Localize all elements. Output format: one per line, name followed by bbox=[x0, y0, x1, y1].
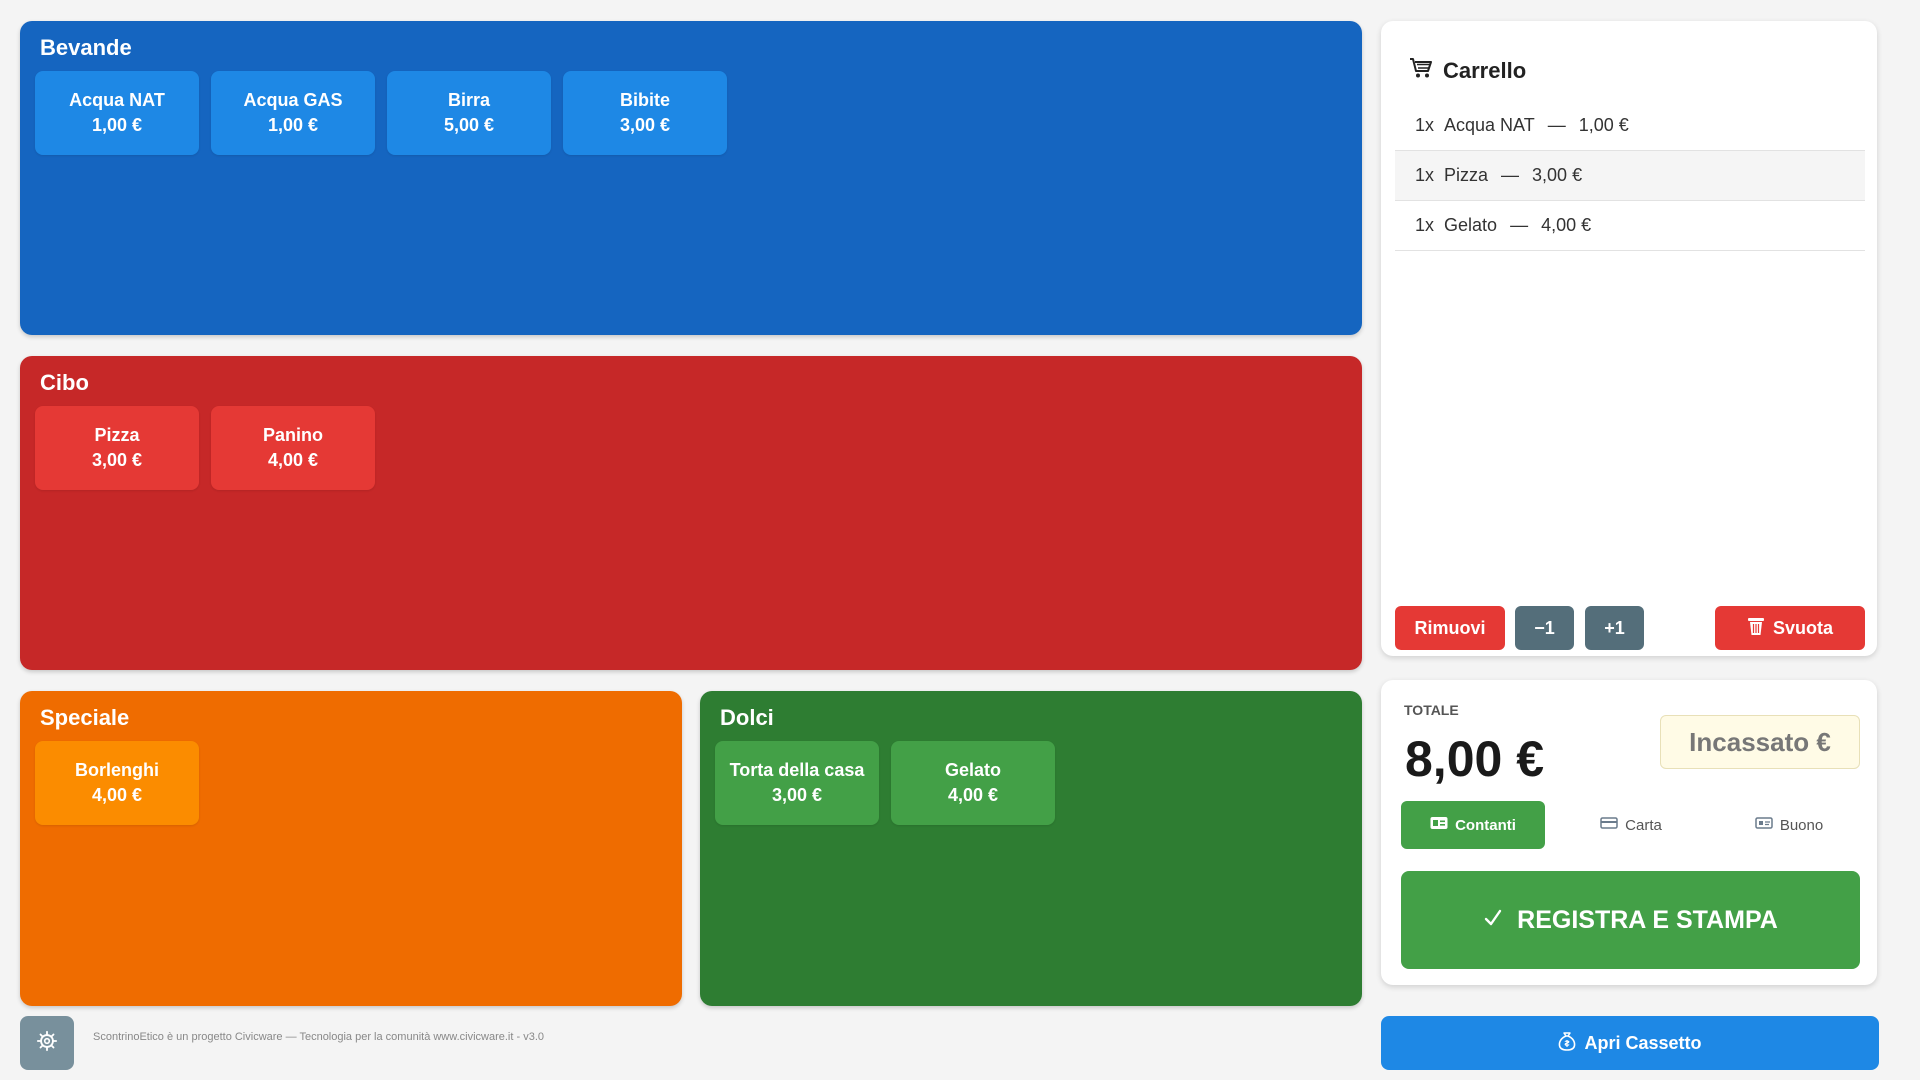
product-name: Acqua GAS bbox=[243, 90, 343, 110]
register-and-print-label: REGISTRA E STAMPA bbox=[1517, 905, 1778, 934]
product-grid: Acqua NAT 1,00 € Acqua GAS 1,00 € Birra … bbox=[35, 71, 727, 155]
open-drawer-button[interactable]: Apri Cassetto bbox=[1381, 1016, 1879, 1070]
settings-button[interactable] bbox=[20, 1016, 74, 1070]
cart-item-qty: 1x bbox=[1415, 115, 1435, 135]
gear-icon bbox=[36, 1030, 58, 1057]
cart-item[interactable]: 1x Gelato — 4,00 € bbox=[1395, 201, 1865, 251]
product-name: Acqua NAT bbox=[69, 90, 165, 110]
cart-title: Carrello bbox=[1443, 58, 1527, 83]
category-title: Speciale bbox=[40, 705, 130, 730]
product-price: 4,00 € bbox=[91, 785, 143, 805]
product-price: 1,00 € bbox=[267, 115, 319, 135]
cart-item-qty: 1x bbox=[1415, 165, 1435, 185]
product-grid: Torta della casa 3,00 € Gelato 4,00 € bbox=[715, 741, 1055, 825]
payment-cash-button[interactable]: Contanti bbox=[1401, 801, 1545, 849]
product-name: Bibite bbox=[619, 90, 670, 110]
trash-icon bbox=[1747, 616, 1765, 641]
cart-panel: Carrello 1x Acqua NAT — 1,00 € 1x Pizza … bbox=[1381, 21, 1877, 656]
cart-header: Carrello bbox=[1409, 57, 1526, 85]
increment-button-label: +1 bbox=[1604, 617, 1625, 638]
checkmark-icon bbox=[1483, 906, 1503, 935]
cart-item-qty: 1x bbox=[1415, 215, 1435, 235]
cart-item-name: Acqua NAT bbox=[1444, 115, 1535, 135]
cart-item-separator: — bbox=[1501, 165, 1520, 185]
cart-item-separator: — bbox=[1510, 215, 1529, 235]
register-and-print-button[interactable]: REGISTRA E STAMPA bbox=[1401, 871, 1860, 969]
cart-actions: Rimuovi −1 +1 Svuota bbox=[1395, 606, 1865, 650]
product-price: 4,00 € bbox=[947, 785, 999, 805]
cart-item[interactable]: 1x Pizza — 3,00 € bbox=[1395, 151, 1865, 201]
payment-voucher-label: Buono bbox=[1779, 816, 1824, 834]
received-amount-input[interactable]: Incassato € bbox=[1660, 715, 1860, 769]
open-drawer-label: Apri Cassetto bbox=[1584, 1032, 1702, 1053]
cart-item-name: Pizza bbox=[1444, 165, 1489, 185]
remove-button[interactable]: Rimuovi bbox=[1395, 606, 1505, 650]
product-button[interactable]: Acqua NAT 1,00 € bbox=[35, 71, 199, 155]
product-name: Panino bbox=[262, 425, 323, 445]
product-price: 4,00 € bbox=[267, 450, 319, 470]
empty-cart-button[interactable]: Svuota bbox=[1715, 606, 1865, 650]
cart-item-price: 3,00 € bbox=[1532, 165, 1583, 185]
decrement-button[interactable]: −1 bbox=[1515, 606, 1574, 650]
product-name: Gelato bbox=[944, 760, 1001, 780]
empty-cart-label: Svuota bbox=[1772, 617, 1833, 638]
product-price: 5,00 € bbox=[443, 115, 495, 135]
voucher-icon bbox=[1755, 816, 1773, 834]
product-button[interactable]: Borlenghi 4,00 € bbox=[35, 741, 199, 825]
product-button[interactable]: Panino 4,00 € bbox=[211, 406, 375, 490]
totals-panel: TOTALE 8,00 € Incassato € Contanti bbox=[1381, 680, 1877, 985]
category-title: Dolci bbox=[720, 705, 774, 730]
category-panel-dolci: Dolci Torta della casa 3,00 € Gelato 4,0… bbox=[700, 691, 1362, 1006]
total-value: 8,00 € bbox=[1405, 731, 1545, 787]
category-title: Cibo bbox=[40, 370, 89, 395]
product-grid: Pizza 3,00 € Panino 4,00 € bbox=[35, 406, 375, 490]
cart-item[interactable]: 1x Acqua NAT — 1,00 € bbox=[1395, 101, 1865, 151]
product-price: 3,00 € bbox=[91, 450, 143, 470]
category-title: Bevande bbox=[40, 35, 132, 60]
product-name: Pizza bbox=[94, 425, 140, 445]
product-name: Torta della casa bbox=[729, 760, 865, 780]
cart-item-separator: — bbox=[1547, 115, 1566, 135]
cart-item-price: 4,00 € bbox=[1541, 215, 1592, 235]
payment-cash-label: Contanti bbox=[1455, 816, 1516, 834]
category-panel-bevande: Bevande Acqua NAT 1,00 € Acqua GAS 1,00 … bbox=[20, 21, 1362, 335]
category-panel-cibo: Cibo Pizza 3,00 € Panino 4,00 € bbox=[20, 356, 1362, 670]
product-price: 3,00 € bbox=[771, 785, 823, 805]
product-price: 1,00 € bbox=[91, 115, 143, 135]
remove-button-label: Rimuovi bbox=[1414, 617, 1486, 638]
cart-item-name: Gelato bbox=[1444, 215, 1498, 235]
cart-item-price: 1,00 € bbox=[1578, 115, 1629, 135]
product-button[interactable]: Gelato 4,00 € bbox=[891, 741, 1055, 825]
payment-method-selector: Contanti Carta Buono bbox=[1401, 801, 1861, 849]
cart-list: 1x Acqua NAT — 1,00 € 1x Pizza — 3,00 € … bbox=[1395, 101, 1865, 251]
total-label: TOTALE bbox=[1404, 702, 1459, 718]
product-price: 3,00 € bbox=[619, 115, 671, 135]
product-button[interactable]: Bibite 3,00 € bbox=[563, 71, 727, 155]
product-name: Borlenghi bbox=[75, 760, 159, 780]
product-grid: Borlenghi 4,00 € bbox=[35, 741, 199, 825]
payment-card-label: Carta bbox=[1625, 816, 1662, 834]
product-button[interactable]: Pizza 3,00 € bbox=[35, 406, 199, 490]
payment-voucher-button[interactable]: Buono bbox=[1717, 801, 1861, 849]
footer-credits: ScontrinoEtico è un progetto Civicware —… bbox=[93, 1031, 544, 1043]
product-button[interactable]: Torta della casa 3,00 € bbox=[715, 741, 879, 825]
increment-button[interactable]: +1 bbox=[1585, 606, 1644, 650]
product-name: Birra bbox=[447, 90, 491, 110]
cash-icon bbox=[1430, 816, 1448, 834]
decrement-button-label: −1 bbox=[1534, 617, 1555, 638]
money-bag-icon bbox=[1558, 1031, 1576, 1056]
product-button[interactable]: Acqua GAS 1,00 € bbox=[211, 71, 375, 155]
category-panel-speciale: Speciale Borlenghi 4,00 € bbox=[20, 691, 682, 1006]
card-icon bbox=[1600, 816, 1618, 834]
cart-icon bbox=[1409, 57, 1433, 85]
payment-card-button[interactable]: Carta bbox=[1559, 801, 1703, 849]
product-button[interactable]: Birra 5,00 € bbox=[387, 71, 551, 155]
